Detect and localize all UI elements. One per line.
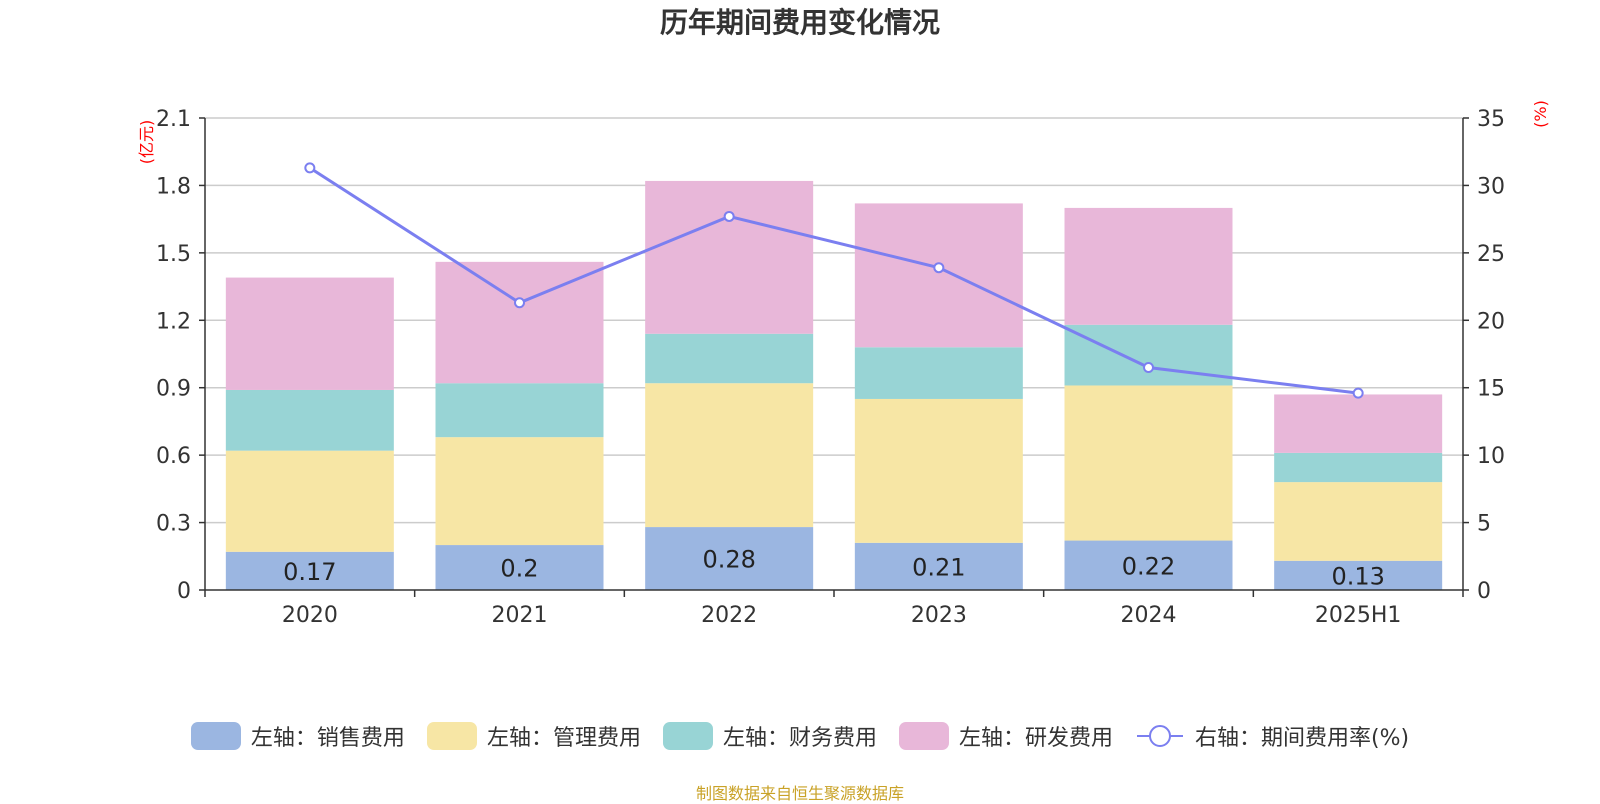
grid [205,117,1463,524]
legend-item: 左轴：研发费用 [898,720,1113,752]
bar-data-label: 0.13 [1331,562,1384,590]
legend-label: 左轴：销售费用 [250,726,405,751]
legend-swatch [190,722,241,750]
source-note: 制图数据来自恒生聚源数据库 [695,784,904,803]
bar-data-label: 0.17 [283,558,336,586]
left-axis-tick-label: 0.6 [156,444,191,469]
left-axis-tick-label: 2.1 [156,107,191,132]
bar-segment [645,180,814,334]
bar-segment [854,398,1023,543]
rate-point [723,210,735,222]
x-axis-tick-label: 2025H1 [1315,603,1402,628]
bar-segment [225,277,394,390]
bar-segment [645,527,814,590]
right-axis-tick-label: 15 [1477,377,1505,402]
legend-label: 左轴：研发费用 [958,726,1113,751]
rate-point [1143,361,1154,373]
x-axis-tick-label: 2022 [701,603,757,628]
right-axis-unit: (%) [1531,100,1550,128]
x-axis-tick-label: 2020 [282,603,338,628]
bars [225,180,1443,590]
bar-segment [435,383,604,438]
bar-segment [1274,560,1443,590]
bar-segment [435,437,604,546]
bar-data-label: 0.22 [1122,552,1175,580]
bar-segment [1064,385,1233,541]
left-axis-unit: (亿元) [137,120,156,165]
rate-point [514,297,525,309]
x-axis-tick-label: 2023 [911,603,967,628]
chart-title: 历年期间费用变化情况 [660,6,940,39]
axes: 0 0.3 0.6 0.9 1.2 1.5 1.8 2.1 0 5 10 15 20 25 30 35 2020… [156,107,1505,628]
bar-segment [645,333,814,384]
rate-point [304,162,316,174]
left-axis-tick-label: 1.8 [156,174,191,199]
x-axis-tick-label: 2021 [492,603,548,628]
left-axis-tick-label: 0.9 [156,377,191,402]
left-axis-tick-label: 0.3 [156,512,191,537]
left-axis-tick-label: 0 [177,579,191,604]
left-axis-tick-label: 1.5 [156,242,191,267]
legend-swatch [662,722,713,750]
right-axis-tick-label: 10 [1477,444,1505,469]
bar-data-label: 0.28 [702,546,755,574]
bar-segment [1274,452,1443,483]
legend-item: 左轴：销售费用 [190,720,405,752]
bar-segment [435,261,604,384]
right-axis-tick-label: 20 [1477,309,1505,334]
right-axis-tick-label: 25 [1477,242,1505,267]
bar-segment [225,551,394,590]
bar-segment [225,450,394,552]
bar-segment [645,383,814,528]
legend-line-swatch [1135,722,1185,750]
bar-segment [854,203,1023,348]
x-axis-tick-label: 2024 [1121,603,1177,628]
rate-point [933,262,945,274]
data-labels: 0.17 0.2 0.28 0.21 0.22 0.13 [283,546,1385,591]
legend-label: 左轴：财务费用 [722,726,877,751]
legend-swatch [898,722,949,750]
bar-segment [435,545,604,590]
bar-data-label: 0.21 [912,553,965,581]
right-axis-tick-label: 30 [1477,174,1505,199]
rate-line-series [304,162,1364,399]
bar-segment [854,347,1023,399]
rate-point [1352,387,1364,399]
rate-line [309,166,1359,395]
right-axis-tick-label: 35 [1477,107,1505,132]
bar-segment [1274,394,1443,453]
bar-data-label: 0.2 [500,555,538,583]
left-axis-tick-label: 1.2 [156,309,191,334]
bar-segment [1064,207,1233,325]
right-axis-tick-label: 5 [1477,512,1491,537]
bar-segment [225,389,394,451]
legend-swatch [426,722,477,750]
bar-segment [854,542,1023,590]
bar-segment [1274,482,1443,561]
bar-segment [1064,324,1233,386]
legend-item: 左轴：管理费用 [426,720,641,752]
right-axis-tick-label: 0 [1477,579,1491,604]
legend-item: 右轴：期间费用率(%) [1135,720,1409,752]
legend-item: 左轴：财务费用 [662,720,877,752]
legend-label: 左轴：管理费用 [486,726,641,751]
legend: 左轴：销售费用 左轴：管理费用 左轴：财务费用 左轴：研发费用 右轴：期间费用率(%) [0,716,1600,756]
bar-segment [1064,540,1233,590]
legend-label: 右轴：期间费用率(%) [1194,726,1410,751]
